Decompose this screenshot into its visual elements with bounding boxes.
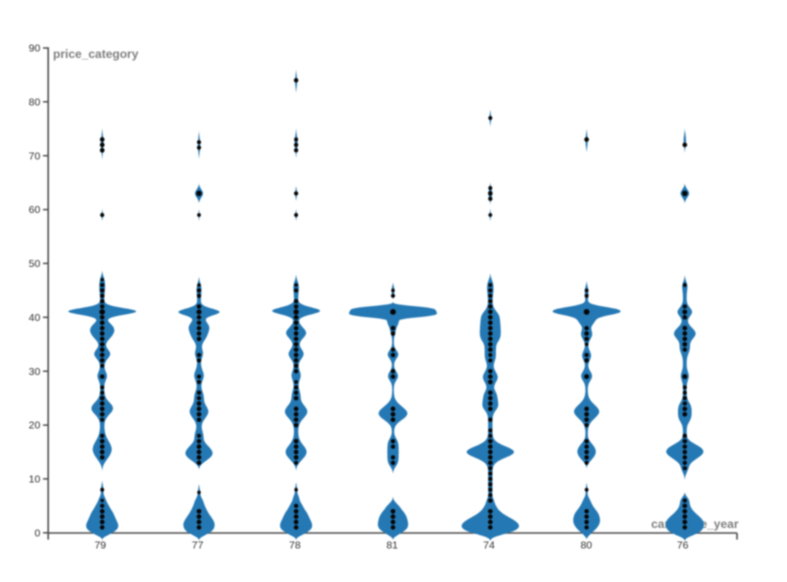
svg-text:40: 40 bbox=[29, 312, 41, 324]
svg-text:60: 60 bbox=[29, 204, 41, 216]
svg-text:90: 90 bbox=[29, 43, 41, 55]
svg-text:77: 77 bbox=[192, 540, 204, 552]
svg-text:80: 80 bbox=[29, 96, 41, 108]
svg-text:70: 70 bbox=[29, 150, 41, 162]
svg-text:0: 0 bbox=[34, 527, 40, 539]
svg-text:74: 74 bbox=[483, 540, 495, 552]
svg-text:50: 50 bbox=[29, 258, 41, 270]
svg-text:price_category: price_category bbox=[53, 47, 139, 61]
svg-text:81: 81 bbox=[386, 540, 398, 552]
svg-text:79: 79 bbox=[94, 540, 106, 552]
svg-text:78: 78 bbox=[289, 540, 301, 552]
svg-text:10: 10 bbox=[29, 474, 41, 486]
svg-text:80: 80 bbox=[580, 540, 592, 552]
svg-text:20: 20 bbox=[29, 420, 41, 432]
svg-text:76: 76 bbox=[677, 540, 689, 552]
svg-text:30: 30 bbox=[29, 366, 41, 378]
